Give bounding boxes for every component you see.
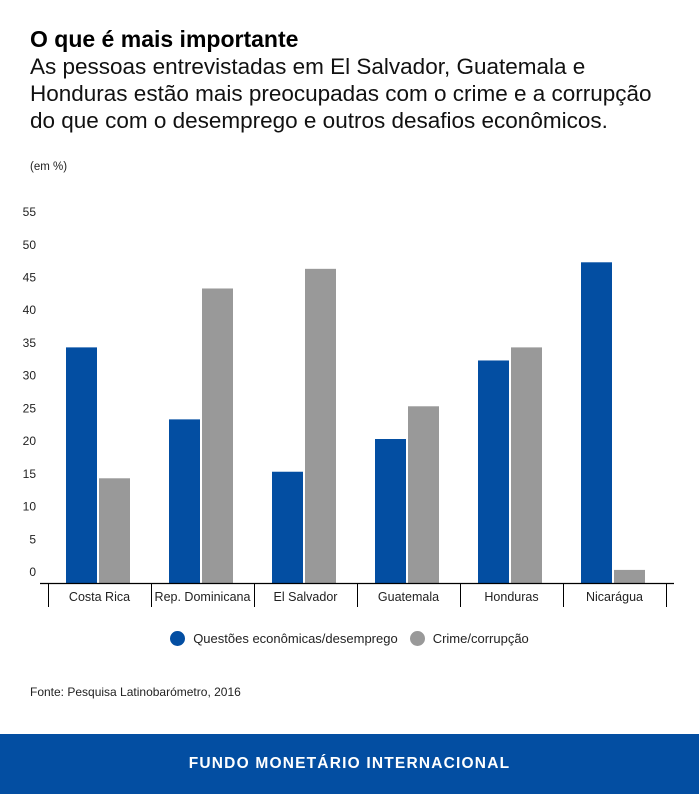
x-tick-label: Nicarágua <box>586 590 643 604</box>
unit-label: (em %) <box>30 161 68 173</box>
y-tick-label: 0 <box>29 565 36 579</box>
y-tick-label: 50 <box>23 238 37 252</box>
y-axis-ticks: 0 5 10 15 20 25 30 35 40 45 50 55 <box>23 205 37 579</box>
y-tick-label: 5 <box>29 532 36 546</box>
bar-chart: 0 5 10 15 20 25 30 35 40 45 50 55 Costa Rica Rep. Do… <box>23 205 674 607</box>
bar-economic <box>478 360 509 583</box>
y-tick-label: 40 <box>23 303 37 317</box>
bar-economic <box>375 439 406 583</box>
x-tick-label: Rep. Dominicana <box>155 590 251 604</box>
bar-crime <box>614 569 645 583</box>
footer-banner: FUNDO MONETÁRIO INTERNACIONAL <box>0 734 699 794</box>
x-tick-label: Costa Rica <box>69 590 130 604</box>
y-tick-label: 25 <box>23 401 37 415</box>
legend-label-crime: Crime/corrupção <box>432 631 529 646</box>
y-tick-label: 30 <box>23 369 37 383</box>
x-tick-label: El Salvador <box>274 590 338 604</box>
legend-swatch-economic <box>170 631 186 646</box>
bars <box>66 262 645 583</box>
y-tick-label: 15 <box>23 467 37 481</box>
legend-swatch-crime <box>409 631 425 646</box>
y-tick-label: 45 <box>23 270 37 284</box>
chart-title: O que é mais importante <box>30 26 299 52</box>
bar-crime <box>511 347 542 583</box>
x-tick-label: Guatemala <box>378 590 439 604</box>
footer-text: FUNDO MONETÁRIO INTERNACIONAL <box>188 755 511 772</box>
bar-crime <box>202 288 233 583</box>
legend-item-economic: Questões econômicas/desemprego <box>170 631 398 646</box>
y-tick-label: 10 <box>23 500 37 514</box>
y-tick-label: 20 <box>23 434 37 448</box>
bar-crime <box>408 406 439 583</box>
source-note: Fonte: Pesquisa Latinobarómetro, 2016 <box>30 685 241 699</box>
bar-economic <box>66 347 97 583</box>
legend: Questões econômicas/desemprego Crime/cor… <box>0 631 699 646</box>
chart-subtitle: As pessoas entrevistadas em El Salvador,… <box>30 54 652 133</box>
bar-economic <box>581 262 612 583</box>
bar-economic <box>272 471 303 583</box>
x-axis: Costa Rica Rep. Dominicana El Salvador Guat… <box>40 582 674 607</box>
legend-label-economic: Questões econômicas/desemprego <box>193 631 398 646</box>
x-tick-label: Honduras <box>484 590 538 604</box>
bar-crime <box>305 268 336 583</box>
y-tick-label: 55 <box>23 205 37 219</box>
legend-item-crime: Crime/corrupção <box>409 631 529 646</box>
bar-crime <box>99 478 130 583</box>
y-tick-label: 35 <box>23 336 37 350</box>
bar-economic <box>169 419 200 583</box>
